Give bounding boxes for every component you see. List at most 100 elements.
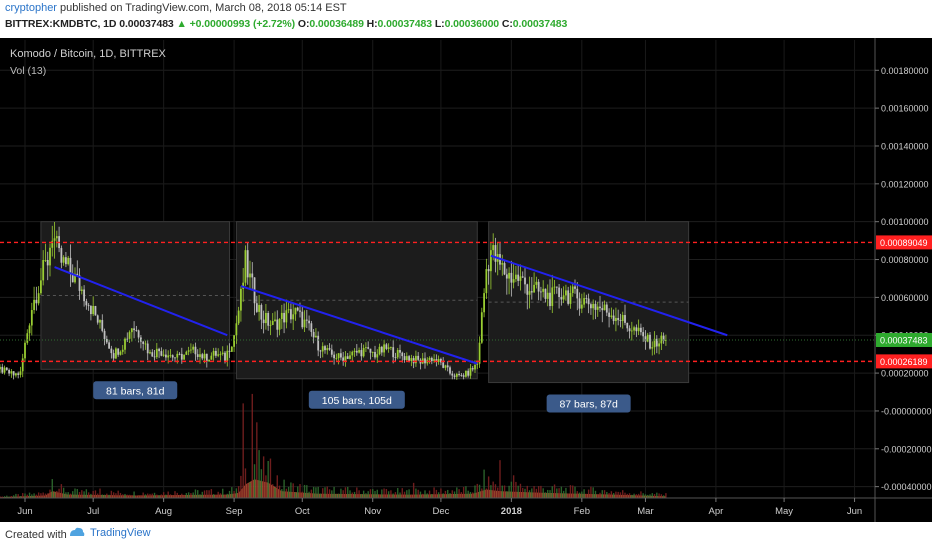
candle-body bbox=[665, 340, 667, 341]
volume-bar bbox=[581, 491, 583, 498]
candle-body bbox=[403, 356, 406, 360]
volume-bar bbox=[653, 494, 656, 498]
price-tick-label: 0.00100000 bbox=[881, 217, 929, 227]
volume-bar bbox=[81, 490, 83, 498]
volume-bar bbox=[249, 482, 251, 498]
candle-body bbox=[280, 312, 283, 319]
volume-bar bbox=[483, 469, 485, 498]
volume-bar bbox=[197, 490, 199, 498]
volume-bar bbox=[528, 490, 531, 498]
candle-body bbox=[37, 293, 40, 304]
author-link[interactable]: cryptopher bbox=[5, 2, 57, 14]
volume-bar bbox=[87, 492, 90, 498]
price-axis[interactable]: 0.00180000 0.00160000 0.00140000 0.00120000… bbox=[875, 66, 932, 492]
horizontal-levels bbox=[0, 241, 875, 363]
tradingview-link[interactable]: TradingView bbox=[68, 526, 151, 540]
volume-bar bbox=[319, 493, 322, 498]
candle-body bbox=[60, 248, 63, 263]
candle-body bbox=[630, 330, 633, 332]
time-axis[interactable]: Jun Jul Aug Sep Oct Nov Dec 2018 Feb Mar Apr May Jun bbox=[17, 498, 862, 517]
volume-bar bbox=[17, 494, 19, 498]
candle-body bbox=[621, 315, 624, 322]
low-label: L: bbox=[434, 18, 445, 30]
candle-body bbox=[278, 318, 281, 330]
volume-bar bbox=[606, 491, 608, 498]
volume-bar bbox=[562, 490, 565, 498]
time-tick-label: Jun bbox=[17, 506, 32, 517]
candle-body bbox=[358, 350, 360, 353]
volume-bar bbox=[537, 486, 540, 498]
volume-bar bbox=[465, 486, 467, 498]
candle-body bbox=[446, 365, 449, 368]
candle-body bbox=[85, 301, 88, 306]
volume-bar bbox=[258, 450, 260, 498]
candle-body bbox=[83, 289, 85, 302]
volume-bar bbox=[340, 488, 342, 498]
candle-body bbox=[5, 367, 8, 370]
high-value: 0.00037483 bbox=[377, 18, 433, 30]
volume-bar bbox=[37, 492, 40, 498]
candle-body bbox=[78, 275, 81, 291]
candle-body bbox=[467, 370, 470, 376]
volume-bar bbox=[399, 492, 401, 498]
volume-bar bbox=[503, 485, 506, 498]
last-price-tag-label: 0.00037483 bbox=[880, 336, 928, 346]
volume-bar bbox=[153, 492, 156, 498]
candle-body bbox=[94, 306, 97, 316]
candle-body bbox=[658, 343, 660, 347]
candle-body bbox=[15, 373, 17, 376]
volume-bar bbox=[478, 484, 481, 498]
volume-bar bbox=[201, 491, 203, 498]
volume-bar bbox=[535, 488, 538, 498]
volume-bar bbox=[508, 485, 510, 498]
volume-bar bbox=[174, 491, 176, 498]
volume-bar bbox=[590, 486, 592, 498]
candle-body bbox=[510, 272, 513, 283]
candle-body bbox=[494, 245, 497, 262]
candle-body bbox=[326, 348, 329, 351]
candle-body bbox=[319, 350, 322, 352]
candle-body bbox=[87, 305, 90, 307]
volume-bar bbox=[326, 486, 328, 498]
candle-body bbox=[449, 367, 451, 374]
price-tick-label: 0.00020000 bbox=[881, 369, 929, 379]
candle-body bbox=[560, 297, 563, 300]
candle-body bbox=[324, 346, 326, 351]
candle-body bbox=[203, 353, 206, 359]
volume-bar bbox=[640, 491, 642, 498]
candle-body bbox=[480, 312, 483, 343]
candle-body bbox=[305, 319, 308, 321]
candle-body bbox=[360, 350, 363, 357]
volume-bar bbox=[74, 488, 76, 498]
candle-body bbox=[408, 356, 410, 362]
price-chart[interactable]: 81 bars, 81d 105 bars, 105d 87 bars, 87d 0… bbox=[0, 38, 932, 522]
candle-body bbox=[505, 274, 508, 279]
volume-bar bbox=[44, 493, 47, 498]
volume-bar bbox=[251, 393, 253, 498]
volume-bar bbox=[142, 492, 144, 498]
candle-body bbox=[374, 352, 376, 358]
volume-bar bbox=[49, 489, 51, 498]
chart-area[interactable]: 81 bars, 81d 105 bars, 105d 87 bars, 87d 0… bbox=[0, 38, 932, 522]
price-tick-label: 0.00060000 bbox=[881, 293, 929, 303]
candle-body bbox=[503, 263, 506, 275]
volume-bar bbox=[569, 485, 572, 498]
candle-body bbox=[369, 348, 372, 353]
volume-bar bbox=[524, 488, 526, 498]
candle-body bbox=[112, 353, 115, 359]
candle-body bbox=[355, 350, 358, 353]
candle-body bbox=[10, 371, 13, 374]
candle-body bbox=[405, 356, 408, 360]
candle-body bbox=[471, 368, 474, 370]
candle-body bbox=[65, 257, 67, 265]
candle-body bbox=[612, 315, 615, 322]
range-boxes bbox=[40, 221, 690, 384]
candle-body bbox=[385, 344, 388, 349]
candle-body bbox=[424, 358, 426, 364]
candle-body bbox=[285, 310, 288, 323]
volume-bar bbox=[635, 494, 638, 498]
candle-body bbox=[544, 288, 547, 299]
candle-body bbox=[51, 240, 54, 248]
volume-bar bbox=[367, 491, 369, 498]
candle-body bbox=[501, 263, 504, 265]
